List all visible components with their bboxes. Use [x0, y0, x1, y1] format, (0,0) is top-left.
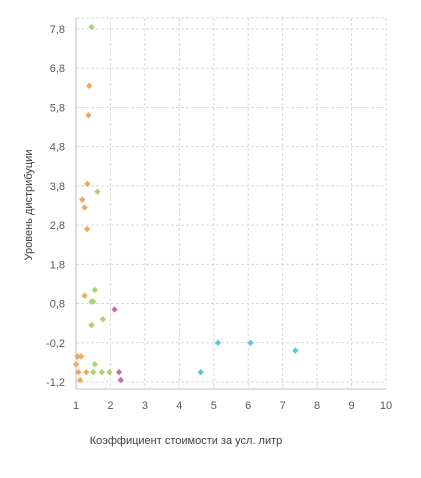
data-point — [214, 339, 222, 346]
y-tick-label: -1,2 — [46, 377, 65, 389]
y-tick-label: 6,8 — [50, 63, 65, 75]
x-tick-label: 7 — [280, 400, 286, 412]
x-tick-label: 1 — [73, 400, 79, 412]
data-point — [106, 368, 113, 376]
axes — [75, 18, 386, 390]
y-tick-label: 4,8 — [50, 142, 65, 154]
data-point — [72, 361, 80, 368]
data-point — [76, 376, 84, 384]
data-point — [83, 368, 90, 376]
data-point — [74, 353, 81, 360]
y-axis-title: Уровень дистрибуции — [23, 150, 35, 261]
data-point — [90, 368, 97, 376]
x-tick-label: 10 — [380, 400, 392, 412]
y-tick-label: 2,8 — [50, 220, 65, 232]
data-point — [83, 225, 91, 233]
data-point — [117, 376, 124, 384]
data-point — [94, 188, 101, 195]
x-axis-title: Коэффициент стоимости за усл. литр — [90, 435, 283, 447]
data-point — [292, 347, 299, 354]
data-point — [247, 339, 254, 346]
x-tick-label: 5 — [211, 400, 217, 412]
data-point — [88, 23, 95, 31]
data-point — [85, 112, 92, 119]
data-point — [98, 368, 106, 376]
data-point — [84, 180, 91, 188]
data-point — [99, 316, 107, 323]
data-points — [72, 23, 299, 384]
data-point — [91, 361, 99, 368]
data-point — [90, 298, 97, 305]
y-tick-label: 7,8 — [50, 24, 65, 36]
x-tick-label: 6 — [245, 400, 251, 412]
data-point — [111, 306, 118, 313]
data-point — [197, 368, 204, 376]
data-point — [91, 286, 99, 294]
data-point — [85, 82, 93, 90]
y-tick-label: -0,2 — [46, 338, 65, 350]
data-point — [77, 353, 85, 360]
x-tick-label: 4 — [176, 400, 182, 412]
x-tick-label: 9 — [348, 400, 354, 412]
gridlines — [76, 17, 387, 389]
data-point — [81, 204, 88, 211]
data-point — [115, 368, 123, 376]
y-tick-label: 3,8 — [50, 181, 65, 193]
tick-labels: -1,2 -0,2 0,8 1,8 2,8 3,8 4,8 5,8 6,8 7,8 1 2 3 4 5 6 7 8… — [46, 24, 392, 412]
data-point — [75, 368, 82, 376]
x-tick-label: 3 — [142, 400, 148, 412]
y-tick-label: 1,8 — [50, 259, 65, 271]
x-tick-label: 8 — [314, 400, 320, 412]
data-point — [79, 196, 86, 203]
x-tick-label: 2 — [107, 400, 113, 412]
y-tick-label: 5,8 — [50, 102, 65, 114]
data-point — [88, 321, 95, 329]
data-point — [81, 292, 88, 299]
y-tick-label: 0,8 — [50, 299, 65, 311]
